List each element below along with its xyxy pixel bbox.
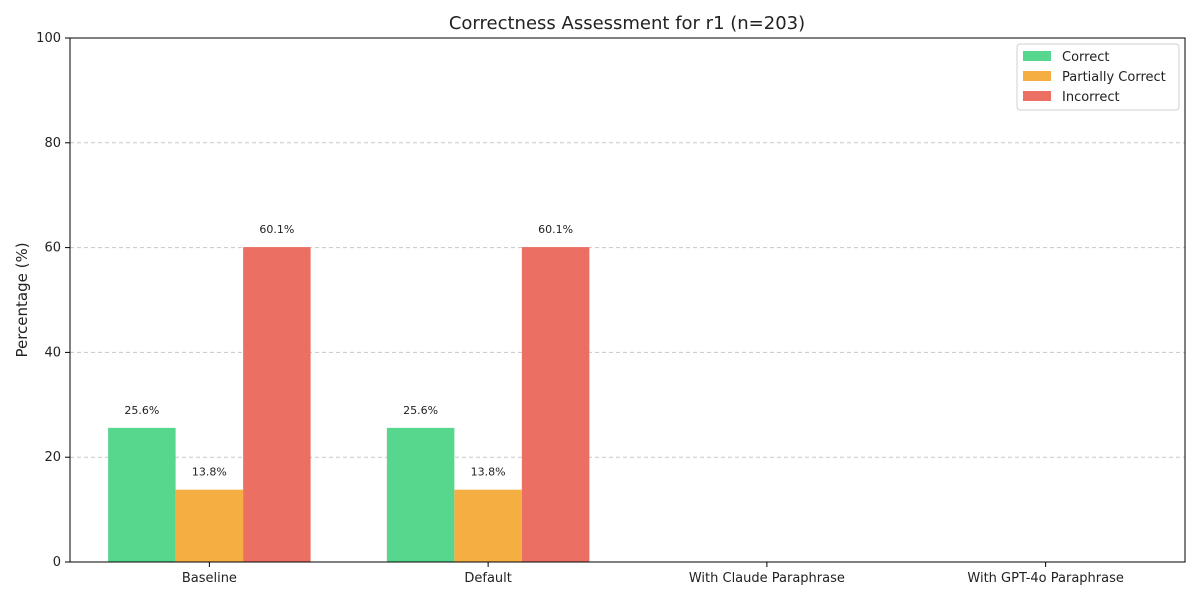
bars [108, 247, 590, 563]
bar-correct [386, 427, 455, 562]
bar-value-label: 25.6% [124, 404, 159, 417]
bar-partially-correct [454, 489, 522, 562]
y-tick-label: 0 [53, 555, 61, 570]
legend-swatch [1023, 51, 1051, 61]
legend-label: Correct [1062, 50, 1109, 65]
bar-value-label: 60.1% [259, 223, 294, 236]
y-tick-label: 40 [44, 345, 61, 360]
legend: Correct Partially Correct Incorrect [1016, 43, 1180, 111]
grid-lines [70, 142, 1185, 458]
legend-box [1016, 43, 1180, 111]
legend-swatch [1023, 71, 1051, 81]
legend-label: Incorrect [1062, 90, 1120, 105]
chart-title: Correctness Assessment for r1 (n=203) [449, 13, 805, 34]
x-axis-ticks: Baseline Default With Claude Paraphrase Wit… [182, 562, 1124, 586]
y-tick-label: 60 [44, 241, 61, 256]
data-labels: 25.6% 13.8% 60.1% 25.6% 13.8% 60.1% [124, 223, 573, 479]
y-tick-label: 100 [36, 31, 61, 46]
x-tick-label: With GPT-4o Paraphrase [967, 571, 1123, 586]
y-tick-label: 20 [44, 450, 61, 465]
bar-incorrect [243, 247, 311, 563]
x-tick-label: With Claude Paraphrase [689, 571, 845, 586]
bar-value-label: 13.8% [471, 466, 506, 479]
bar-value-label: 60.1% [538, 223, 573, 236]
legend-swatch [1023, 91, 1051, 101]
y-axis-label: Percentage (%) [13, 242, 31, 357]
bar-correct [108, 427, 176, 562]
x-tick-label: Baseline [182, 571, 237, 586]
bar-incorrect [521, 247, 590, 563]
legend-label: Partially Correct [1062, 70, 1166, 85]
y-axis-ticks: 0 20 40 60 80 100 [36, 31, 70, 570]
plot-frame [69, 37, 1186, 563]
bar-value-label: 25.6% [403, 404, 438, 417]
y-tick-label: 80 [44, 136, 61, 151]
bar-value-label: 13.8% [192, 466, 227, 479]
bar-partially-correct [175, 489, 244, 562]
x-tick-label: Default [464, 571, 512, 586]
